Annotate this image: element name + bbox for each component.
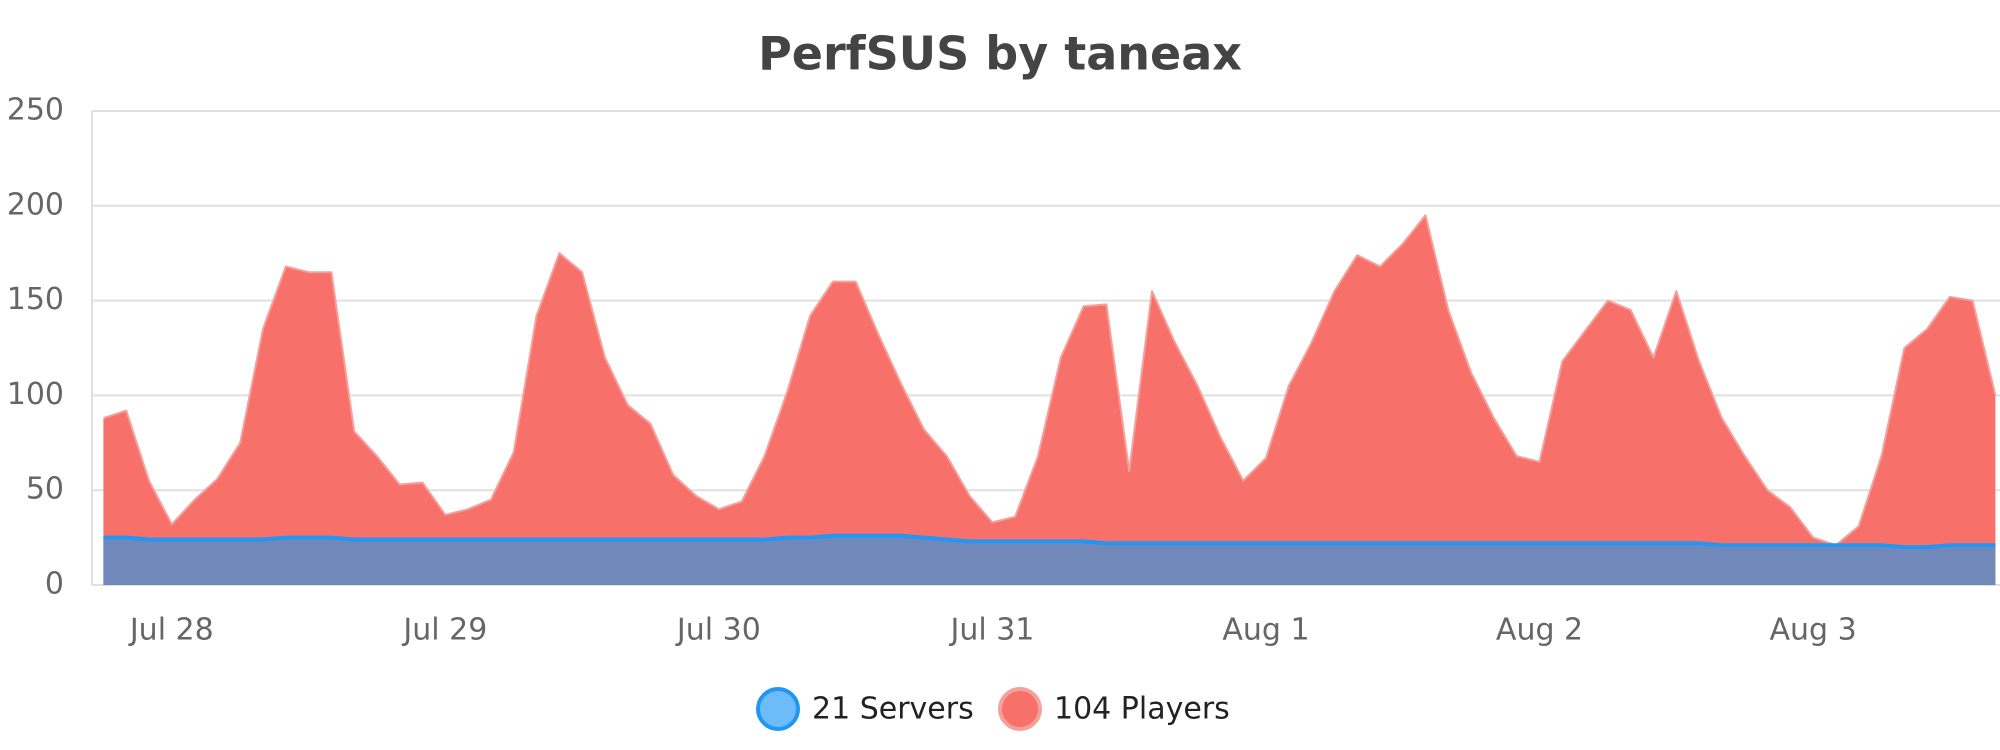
area-line xyxy=(103,214,1997,547)
y-tick-label: 50 xyxy=(26,472,64,507)
x-tick-label: Aug 1 xyxy=(1222,613,1309,648)
y-tick-label: 250 xyxy=(7,93,64,128)
area-line xyxy=(103,533,1996,550)
y-tick-label: 200 xyxy=(7,187,64,222)
chart-title: PerfSUS by taneax xyxy=(758,27,1242,81)
x-tick-label: Jul 29 xyxy=(401,613,487,648)
area xyxy=(103,215,1996,586)
x-tick-label: Aug 2 xyxy=(1496,613,1583,648)
x-tick-label: Jul 30 xyxy=(675,613,761,648)
x-tick-label: Jul 28 xyxy=(128,613,214,648)
legend-label: 104 Players xyxy=(1054,692,1230,727)
y-tick-label: 150 xyxy=(7,282,64,317)
y-tick-label: 100 xyxy=(7,377,64,412)
x-tick-label: Jul 31 xyxy=(948,613,1034,648)
legend-label: 21 Servers xyxy=(812,692,974,727)
x-tick-label: Aug 3 xyxy=(1769,613,1856,648)
y-tick-label: 0 xyxy=(45,567,64,602)
legend-marker xyxy=(998,687,1042,731)
legend-marker xyxy=(756,687,800,731)
area xyxy=(103,535,1996,585)
